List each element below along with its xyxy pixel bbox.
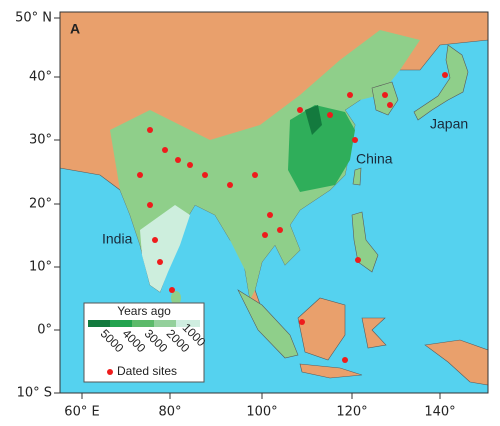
y-axis — [54, 17, 60, 394]
legend-swatch — [132, 320, 154, 327]
lon-label: 60° E — [64, 405, 99, 420]
x-axis — [81, 393, 441, 399]
lat-label: 20° — [29, 197, 52, 212]
lon-label: 120° — [336, 405, 367, 420]
philippines — [351, 211, 379, 273]
legend-title: Years ago — [117, 304, 171, 318]
legend: Years ago 5000 4000 3000 2000 1000 Dated… — [83, 302, 209, 383]
legend-site-marker — [107, 369, 113, 375]
region-label: India — [102, 231, 133, 247]
japan — [413, 44, 469, 121]
green-zone-mid — [288, 105, 355, 192]
lat-label: 30° — [29, 133, 52, 148]
map-frame — [59, 11, 489, 394]
lat-label: 40° — [29, 70, 52, 85]
x-labels: 60° E 80° 100° 120° 140° — [64, 405, 455, 420]
region-label: Japan — [430, 116, 468, 132]
green-zone-light — [110, 30, 420, 300]
borneo — [297, 297, 346, 361]
lat-label: 10° S — [17, 386, 52, 401]
sulawesi — [361, 317, 387, 349]
sri-lanka — [171, 291, 181, 305]
legend-swatch — [176, 320, 200, 327]
lat-label: 0° — [37, 323, 52, 338]
java — [299, 363, 363, 379]
sumatra — [237, 289, 299, 359]
lon-label: 80° — [158, 405, 181, 420]
legend-swatch — [88, 320, 110, 327]
dated-sites — [137, 72, 448, 363]
lon-label: 100° — [246, 405, 277, 420]
green-zone-dark — [305, 105, 322, 135]
legend-sites: Dated sites — [117, 364, 177, 378]
map: A India China Japan — [59, 11, 489, 394]
panel-label: A — [70, 21, 80, 37]
legend-swatch — [110, 320, 132, 327]
lat-label: 10° — [29, 260, 52, 275]
lon-label: 140° — [424, 405, 455, 420]
y-labels: 50° N 40° 30° 20° 10° 0° 10° S — [15, 11, 52, 401]
legend-swatch — [154, 320, 176, 327]
taiwan — [352, 167, 362, 186]
lat-label: 50° N — [15, 11, 52, 26]
india-pale — [140, 205, 190, 292]
legend-box — [83, 302, 205, 383]
region-label: China — [356, 151, 393, 167]
